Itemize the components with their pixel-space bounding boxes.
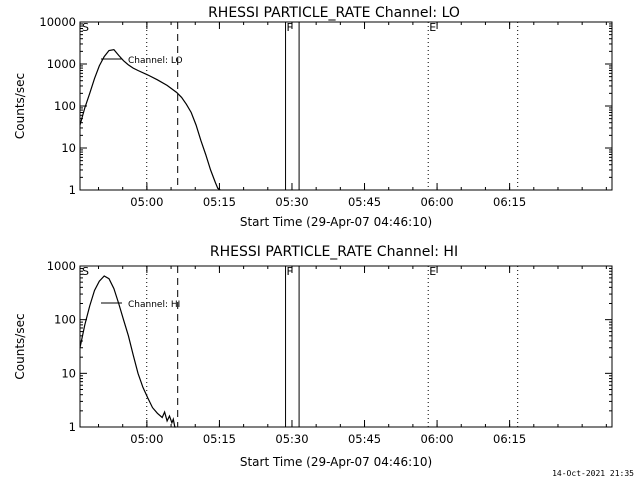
y-tick-label: 1 — [69, 420, 76, 434]
chart-title: RHESSI PARTICLE_RATE Channel: HI — [210, 244, 458, 260]
series-line-1 — [79, 48, 221, 191]
x-axis-label: Start Time (29-Apr-07 04:46:10) — [240, 215, 432, 229]
legend-label: Channel: LO — [128, 56, 183, 66]
x-tick-label: 05:45 — [348, 432, 381, 446]
x-axis-label: Start Time (29-Apr-07 04:46:10) — [240, 455, 432, 469]
time-marker-label: E — [429, 265, 436, 278]
chart-panel-2: RHESSI PARTICLE_RATE Channel: HI Counts/s… — [13, 244, 613, 469]
x-tick-label: 05:30 — [275, 432, 308, 446]
y-tick-label: 10 — [61, 141, 76, 155]
time-marker-label: F — [287, 21, 293, 34]
series-line-1 — [79, 275, 176, 428]
y-tick-label: 1 — [69, 183, 76, 197]
y-axis-label: Counts/sec — [13, 313, 27, 379]
y-tick-label: 10 — [61, 366, 76, 380]
x-tick-label: 05:00 — [130, 195, 163, 209]
timestamp-footer: 14-Oct-2021 21:35 — [552, 469, 634, 478]
x-tick-label: 05:00 — [130, 432, 163, 446]
plot-frame — [79, 265, 613, 428]
time-marker-label: S — [82, 21, 89, 34]
x-tick-label: 06:15 — [493, 432, 526, 446]
x-tick-label: 05:15 — [203, 432, 236, 446]
chart-panel-1: RHESSI PARTICLE_RATE Channel: LO Counts/s… — [13, 5, 613, 229]
time-marker-label: S — [82, 265, 89, 278]
x-tick-label: 05:30 — [275, 195, 308, 209]
time-marker-label: E — [429, 21, 436, 34]
y-tick-label: 100 — [54, 99, 76, 113]
x-tick-label: 05:15 — [203, 195, 236, 209]
y-tick-label: 10000 — [39, 15, 76, 29]
plot-frame — [79, 21, 613, 191]
chart-title: RHESSI PARTICLE_RATE Channel: LO — [208, 5, 460, 21]
x-tick-label: 05:45 — [348, 195, 381, 209]
y-tick-label: 100 — [54, 313, 76, 327]
x-tick-label: 06:00 — [420, 195, 453, 209]
y-tick-label: 1000 — [47, 259, 76, 273]
legend-label: Channel: HI — [128, 300, 180, 310]
x-tick-label: 06:15 — [493, 195, 526, 209]
x-tick-label: 06:00 — [420, 432, 453, 446]
y-axis-label: Counts/sec — [13, 73, 27, 139]
y-tick-label: 1000 — [47, 57, 76, 71]
time-marker-label: F — [287, 265, 293, 278]
